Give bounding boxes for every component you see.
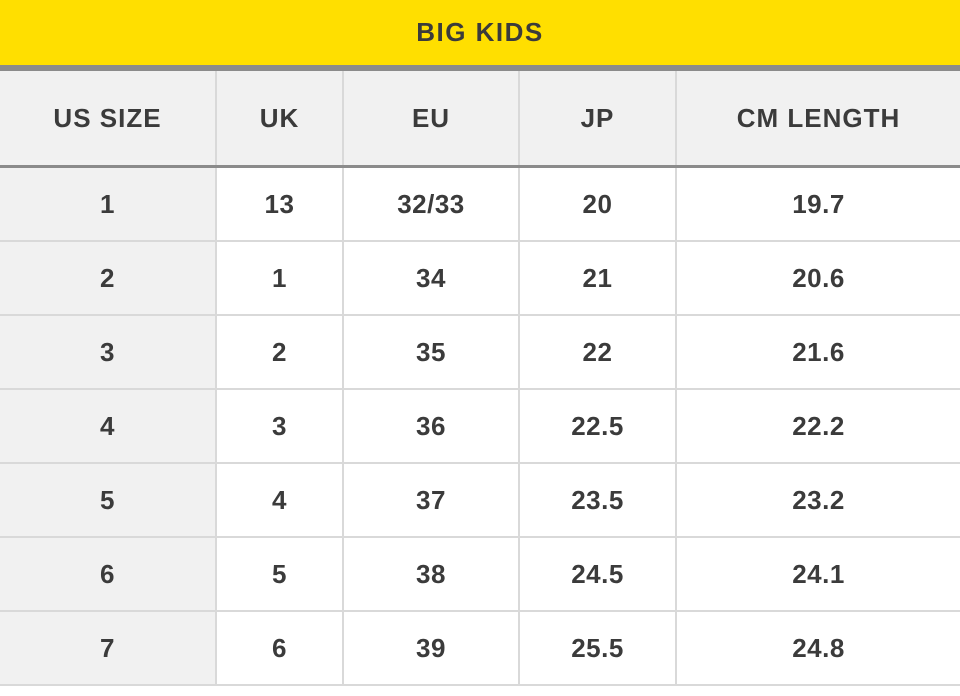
- cell-uk: 6: [217, 612, 344, 684]
- chart-title-bar: BIG KIDS: [0, 0, 960, 71]
- cell-eu: 35: [344, 316, 520, 388]
- cell-jp: 24.5: [520, 538, 677, 610]
- cell-uk: 4: [217, 464, 344, 536]
- table-row: 1 13 32/33 20 19.7: [0, 168, 960, 242]
- cell-us-size: 3: [0, 316, 217, 388]
- table-row: 7 6 39 25.5 24.8: [0, 612, 960, 686]
- cell-us-size: 7: [0, 612, 217, 684]
- table-row: 2 1 34 21 20.6: [0, 242, 960, 316]
- cell-jp: 22: [520, 316, 677, 388]
- table-row: 6 5 38 24.5 24.1: [0, 538, 960, 612]
- cell-eu: 34: [344, 242, 520, 314]
- cell-uk: 3: [217, 390, 344, 462]
- cell-jp: 25.5: [520, 612, 677, 684]
- cell-jp: 23.5: [520, 464, 677, 536]
- cell-cm-length: 21.6: [792, 336, 845, 367]
- cell-uk: 1: [217, 242, 344, 314]
- cell-cm-length: 23.2: [792, 484, 845, 515]
- cell-eu: 37: [344, 464, 520, 536]
- table-row: 5 4 37 23.5 23.2: [0, 464, 960, 538]
- cell-eu: 32/33: [344, 168, 520, 240]
- table-row: 4 3 36 22.5 22.2: [0, 390, 960, 464]
- cell-us-size: 5: [0, 464, 217, 536]
- cell-cm-length: 20.6: [792, 262, 845, 293]
- column-header-uk: UK: [217, 71, 344, 165]
- cell-us-size: 4: [0, 390, 217, 462]
- cell-jp: 22.5: [520, 390, 677, 462]
- chart-title: BIG KIDS: [416, 17, 544, 47]
- cell-cm-length: 22.2: [792, 410, 845, 441]
- column-header-us-size: US SIZE: [0, 71, 217, 165]
- cell-us-size: 1: [0, 168, 217, 240]
- cell-us-size: 2: [0, 242, 217, 314]
- cell-eu: 38: [344, 538, 520, 610]
- cell-jp: 21: [520, 242, 677, 314]
- table-header-row: US SIZE UK EU JP CM LENGTH: [0, 71, 960, 168]
- column-header-cm-length: CM LENGTH: [736, 102, 901, 133]
- cell-eu: 36: [344, 390, 520, 462]
- cell-cm-length: 19.7: [792, 188, 845, 219]
- cell-uk: 5: [217, 538, 344, 610]
- cell-uk: 13: [217, 168, 344, 240]
- cell-jp: 20: [520, 168, 677, 240]
- column-header-jp: JP: [520, 71, 677, 165]
- cell-eu: 39: [344, 612, 520, 684]
- column-header-eu: EU: [344, 71, 520, 165]
- cell-uk: 2: [217, 316, 344, 388]
- cell-us-size: 6: [0, 538, 217, 610]
- cell-cm-length: 24.1: [792, 558, 845, 589]
- table-row: 3 2 35 22 21.6: [0, 316, 960, 390]
- cell-cm-length: 24.8: [792, 632, 845, 663]
